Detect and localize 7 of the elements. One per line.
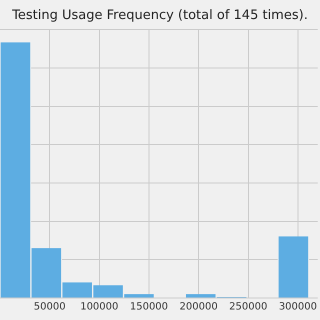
x-tick-label: 200000 <box>180 302 218 313</box>
x-tick-label: 300000 <box>278 302 318 313</box>
x-tick-label: 100000 <box>80 302 118 313</box>
chart-title: Testing Usage Frequency (total of 145 times). <box>11 8 308 24</box>
x-tick-label: 50000 <box>34 302 66 313</box>
x-tick-label: 250000 <box>229 302 268 313</box>
x-tick-label: 150000 <box>130 302 168 313</box>
